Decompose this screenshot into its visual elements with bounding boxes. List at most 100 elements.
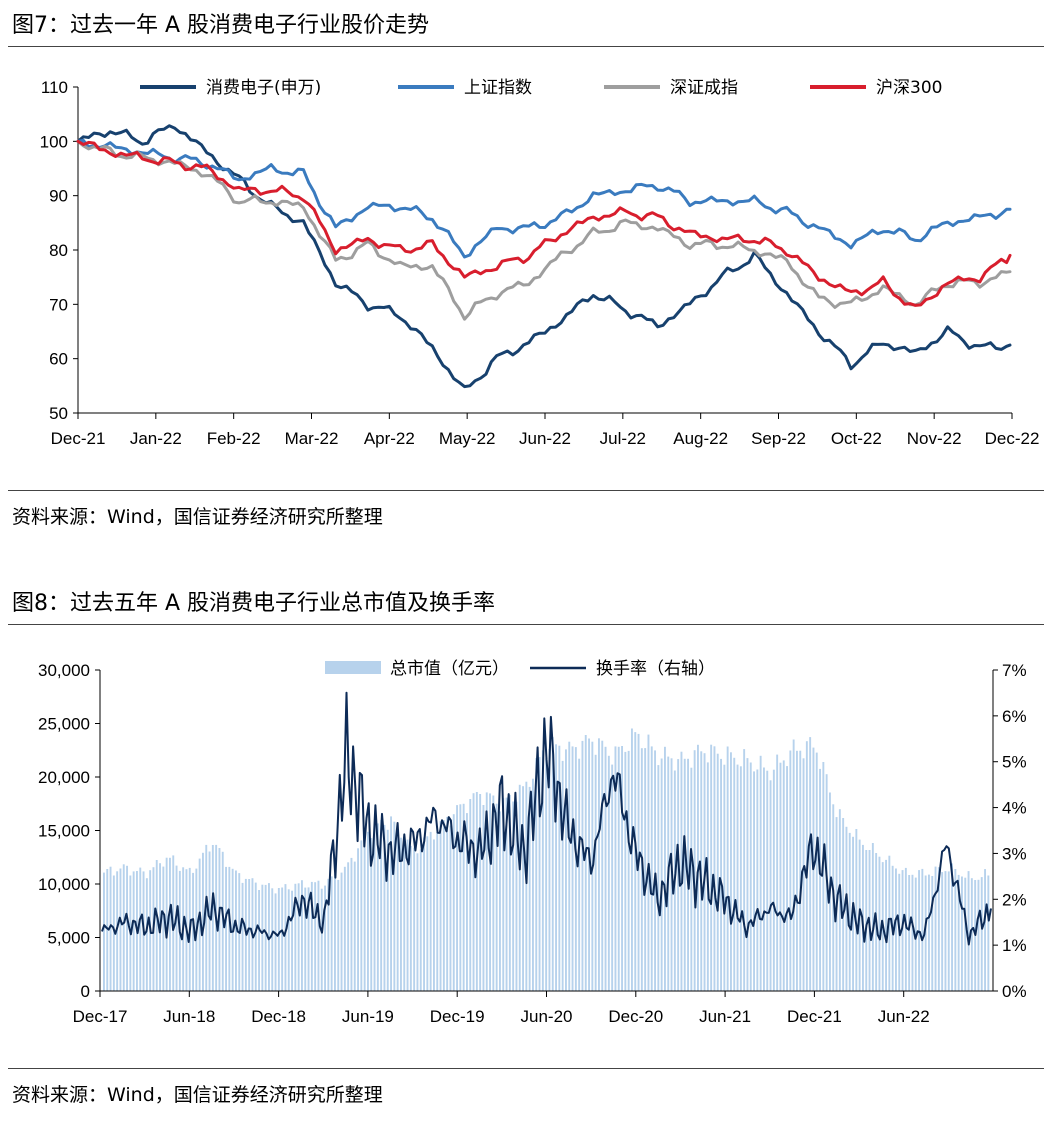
market-cap-bar <box>228 866 231 991</box>
market-cap-bar <box>809 737 812 991</box>
market-cap-bar <box>964 877 967 991</box>
market-cap-bar <box>574 747 577 991</box>
market-cap-bar <box>614 746 617 991</box>
market-cap-bar <box>122 864 125 991</box>
market-cap-bar <box>555 744 557 991</box>
market-cap-bar <box>545 758 548 991</box>
market-cap-bar <box>713 746 716 991</box>
market-cap-bar <box>363 833 366 991</box>
market-cap-bar <box>192 872 194 991</box>
x-tick-label: Nov-22 <box>907 429 962 448</box>
market-cap-bar <box>495 803 498 991</box>
market-cap-bar <box>307 887 310 991</box>
market-cap-bar <box>756 769 759 991</box>
market-cap-bar <box>558 745 561 991</box>
market-cap-bar <box>317 880 320 991</box>
market-cap-bar <box>664 746 666 991</box>
market-cap-bar <box>647 734 650 991</box>
y-tick-label: 100 <box>40 132 68 151</box>
left-tick-label: 15,000 <box>38 822 90 841</box>
x-tick-label: Dec-21 <box>787 1007 842 1026</box>
market-cap-bar <box>855 829 858 991</box>
market-cap-bar <box>759 755 762 991</box>
market-cap-bar <box>657 765 660 991</box>
x-tick-label: Dec-21 <box>51 429 106 448</box>
x-tick-label: Sep-22 <box>751 429 806 448</box>
market-cap-bar <box>291 890 293 991</box>
market-cap-bar <box>607 755 610 991</box>
market-cap-bar <box>162 866 165 991</box>
market-cap-bar <box>119 868 122 991</box>
market-cap-bar <box>690 767 693 991</box>
market-cap-bar <box>730 752 732 991</box>
market-cap-bar <box>347 862 350 991</box>
market-cap-bar <box>720 758 722 991</box>
market-cap-bar <box>297 883 300 991</box>
market-cap-bar <box>433 839 435 991</box>
market-cap-bar <box>126 865 128 991</box>
market-cap-bar <box>904 867 907 991</box>
market-cap-bar <box>951 863 953 991</box>
market-cap-bar <box>611 764 614 991</box>
right-tick-label: 7% <box>1002 661 1027 680</box>
market-cap-bar <box>594 754 597 991</box>
market-cap-bar <box>799 750 802 991</box>
market-cap-bar <box>103 872 105 991</box>
market-cap-bar <box>871 843 874 991</box>
legend-label-market-cap: 总市值（亿元） <box>390 659 509 679</box>
market-cap-bar <box>733 757 736 991</box>
market-cap-bar <box>621 746 623 991</box>
market-cap-bar <box>532 778 534 991</box>
market-cap-bar <box>710 744 713 991</box>
market-cap-bar <box>436 832 439 991</box>
market-cap-bar <box>739 766 742 991</box>
right-tick-label: 4% <box>1002 799 1027 818</box>
market-cap-bar <box>462 803 465 991</box>
market-cap-bar <box>928 874 930 991</box>
market-cap-bar <box>442 820 445 991</box>
figure-8-chart: 30,000 25,000 20,000 15,000 10,000 5,000 0 7% 6%… <box>38 659 1027 1026</box>
market-cap-bar <box>631 728 633 991</box>
market-cap-bar <box>786 766 788 991</box>
left-tick-label: 30,000 <box>38 661 90 680</box>
x-tick-label: Jan-22 <box>130 429 182 448</box>
market-cap-bar <box>588 738 590 991</box>
right-tick-label: 3% <box>1002 844 1027 863</box>
market-cap-bar <box>624 751 627 991</box>
market-cap-bar <box>340 872 343 991</box>
market-cap-bar <box>842 818 845 991</box>
market-cap-bar <box>429 831 432 991</box>
right-tick-label: 2% <box>1002 890 1027 909</box>
market-cap-bar <box>258 890 260 991</box>
market-cap-bar <box>452 814 455 991</box>
right-tick-label: 5% <box>1002 753 1027 772</box>
x-tick-label: Dec-19 <box>430 1007 485 1026</box>
market-cap-bar <box>525 781 528 991</box>
market-cap-bar <box>499 811 501 991</box>
x-tick-label: May-22 <box>439 429 496 448</box>
market-cap-bar <box>268 883 270 991</box>
market-cap-bar <box>604 746 607 991</box>
market-cap-bar <box>815 752 818 991</box>
market-cap-bar <box>763 767 765 991</box>
market-cap-bar <box>931 876 934 991</box>
y-tick-label: 80 <box>49 241 68 260</box>
x-tick-label: Mar-22 <box>285 429 339 448</box>
market-cap-bar <box>515 801 518 991</box>
market-cap-bar <box>961 876 963 991</box>
market-cap-bar <box>502 798 505 991</box>
figure-8-source: 资料来源：Wind，国信证券经济研究所整理 <box>12 1084 383 1106</box>
market-cap-bar <box>584 735 587 991</box>
market-cap-bar <box>977 879 980 991</box>
market-cap-bar <box>677 759 680 991</box>
x-tick-label: Jun-21 <box>699 1007 751 1026</box>
series-line-3 <box>76 139 1012 307</box>
market-cap-bar <box>957 874 960 991</box>
market-cap-bar <box>301 880 303 991</box>
market-cap-bar <box>350 857 353 991</box>
market-cap-bar <box>746 758 749 991</box>
market-cap-bar <box>357 848 359 991</box>
left-tick-label: 0 <box>81 982 90 1001</box>
market-cap-bar <box>112 875 115 991</box>
market-cap-bar <box>571 746 574 991</box>
